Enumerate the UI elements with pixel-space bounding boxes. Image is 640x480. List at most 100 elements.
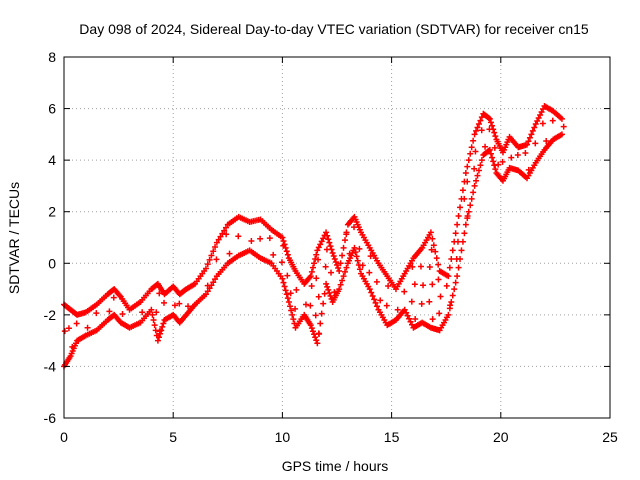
data-point [403,309,410,316]
data-point [447,302,454,309]
y-tick-label: 6 [48,101,56,117]
data-point [65,325,72,332]
data-point [318,238,325,245]
data-point [471,131,478,138]
data-point [485,115,492,122]
data-point [495,161,502,168]
data-point [409,263,416,270]
data-point [315,244,322,251]
data-point [336,286,343,293]
data-point [558,131,565,138]
data-point [340,273,347,280]
data-point [156,334,163,341]
data-point [417,263,424,270]
data-point [339,252,346,259]
data-point [474,172,481,179]
data-point [448,298,455,305]
data-point [461,195,468,202]
data-point [430,242,437,249]
data-point [153,309,160,316]
data-point [458,247,465,254]
data-point [543,138,550,145]
data-point [420,282,427,289]
data-point [335,265,342,272]
data-point [159,323,166,330]
data-point [366,286,373,293]
data-point [477,162,484,169]
y-tick-label: 2 [48,204,56,220]
data-point [222,224,229,231]
data-point [308,282,315,289]
data-point [453,255,460,262]
data-point [429,235,436,242]
data-point [535,115,542,122]
data-point [449,247,456,254]
data-point [478,157,485,164]
data-point [152,327,159,334]
y-tick-label: 0 [48,255,56,271]
data-point [317,241,324,248]
data-point [411,281,418,288]
data-point [475,121,482,128]
data-point [311,260,318,267]
data-point [356,245,363,252]
data-point [474,124,481,131]
data-point [320,235,327,242]
data-point [429,316,436,323]
data-point [353,253,360,260]
data-point [325,286,332,293]
data-point [482,143,489,150]
data-point [468,144,475,151]
data-point [292,305,299,312]
data-point [354,257,361,264]
data-point [307,302,314,309]
data-point [435,261,442,268]
data-point [532,121,539,128]
data-point [445,273,452,280]
data-points [61,102,567,370]
data-point [279,275,286,282]
data-point [331,289,338,296]
data-point [531,124,538,131]
data-point [110,294,117,301]
data-point [492,133,499,140]
data-point [394,306,401,313]
data-point [315,293,322,300]
data-point [452,279,459,286]
data-point [489,122,496,129]
data-point [429,281,436,288]
data-point [323,246,330,253]
data-point [539,120,546,127]
data-point [282,287,289,294]
data-point [342,268,349,275]
data-point [283,291,290,298]
data-point [445,311,452,318]
data-point [336,268,343,275]
data-point [221,227,228,234]
data-point [280,279,287,286]
data-point [314,247,321,254]
data-point [278,259,285,266]
y-axis-label: SDTVAR / TECUs [6,182,22,294]
data-point [464,178,471,185]
data-point [324,283,331,290]
data-point [538,109,545,116]
data-point [443,282,450,289]
data-point [340,244,347,251]
data-point [323,280,330,287]
data-point [471,182,478,189]
data-point [204,282,211,289]
data-point [337,260,344,267]
data-point [307,273,314,280]
data-point [532,140,539,147]
data-point [151,322,158,329]
data-point [202,291,209,298]
data-point [372,299,379,306]
x-tick-label: 25 [602,429,618,445]
data-point [322,263,329,270]
data-point [217,233,224,240]
data-point [309,328,316,335]
data-point [106,308,113,315]
data-point [427,229,434,236]
